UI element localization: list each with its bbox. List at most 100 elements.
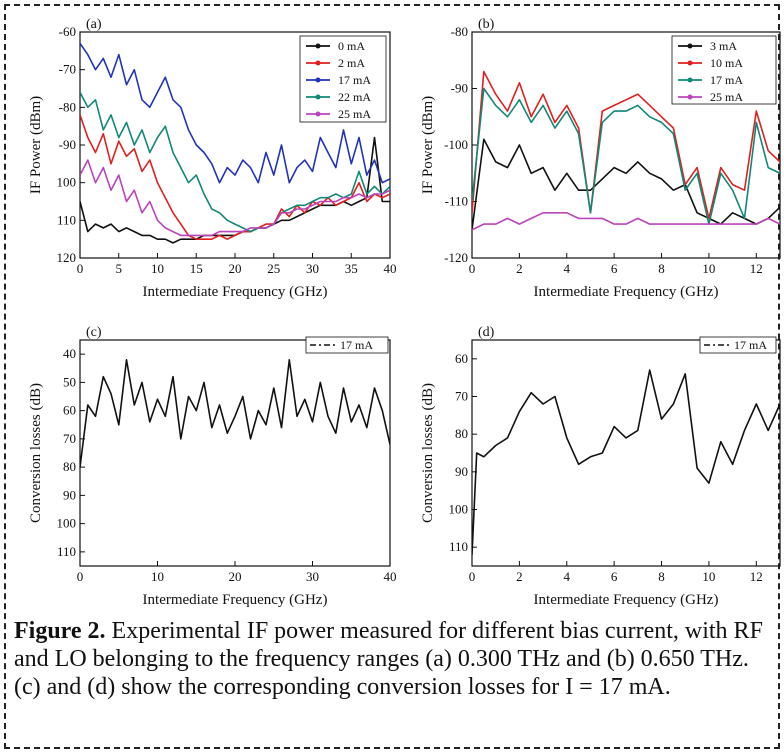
y-tick-label-d-0: 60 <box>455 351 468 366</box>
y-tick-label-b-1: -90 <box>451 81 468 96</box>
panel-label-c: (c) <box>86 325 102 340</box>
x-tick-label-d-4: 8 <box>658 569 665 584</box>
x-tick-label-a-6: 30 <box>306 261 319 276</box>
chart-panel-b: 0 2 4 6 8 10 12 -80 -90 -100 -110 -120 Intermediate … <box>420 17 781 300</box>
legend-label-a-0: 0 mA <box>338 39 365 53</box>
x-tick-label-a-3: 15 <box>190 261 203 276</box>
chart-panel-d: 0 2 4 6 8 10 12 60 70 80 90 100 110 Intermediate Freq… <box>420 325 781 608</box>
x-tick-label-b-2: 4 <box>564 261 571 276</box>
x-axis-label-c: Intermediate Frequency (GHz) <box>143 592 328 608</box>
legend-box-d <box>699 336 777 354</box>
chart-area: 0 5 10 15 20 25 30 35 40-60-70-80-90100110120Int… <box>28 17 781 608</box>
legend-label-a-1: 2 mA <box>338 56 365 70</box>
x-tick-label-a-5: 25 <box>267 261 280 276</box>
legend-marker-a-2 <box>315 77 321 83</box>
series-line-c-0 <box>80 358 390 468</box>
x-tick-label-d-6: 12 <box>750 569 763 584</box>
x-tick-label-d-0: 0 <box>469 569 476 584</box>
legend-label-a-3: 22 mA <box>338 90 371 104</box>
series-line-a-0 <box>80 136 390 244</box>
series-line-b-3 <box>472 212 780 231</box>
legend-label-b-1: 10 mA <box>710 56 743 70</box>
y-tick-label-c-2: 60 <box>63 403 76 418</box>
y-tick-label-d-5: 110 <box>449 539 468 554</box>
legend-marker-a-1 <box>315 60 321 66</box>
panel-label-a: (a) <box>86 17 102 32</box>
legend-label-b-3: 25 mA <box>710 90 743 104</box>
series-line-a-2 <box>80 42 390 184</box>
x-tick-label-a-8: 40 <box>384 261 397 276</box>
x-tick-label-c-0: 0 <box>77 569 84 584</box>
legend-label-a-2: 17 mA <box>338 73 371 87</box>
legend-marker-b-3 <box>687 94 693 100</box>
x-tick-label-b-3: 6 <box>611 261 618 276</box>
x-axis-label-d: Intermediate Frequency (GHz) <box>534 592 719 608</box>
legend-marker-a-3 <box>315 94 321 100</box>
y-axis-label-c: Conversion losses (dB) <box>28 383 44 523</box>
axes-frame-d <box>471 339 781 567</box>
x-tick-label-d-1: 2 <box>516 569 523 584</box>
series-line-b-0 <box>472 138 780 230</box>
x-tick-label-b-5: 10 <box>702 261 715 276</box>
y-tick-label-a-0: -60 <box>59 24 76 39</box>
legend-label-d-0: 17 mA <box>734 338 767 352</box>
x-tick-label-a-2: 10 <box>151 261 164 276</box>
y-tick-label-a-5: 110 <box>57 212 76 227</box>
y-tick-label-b-4: -120 <box>444 250 468 265</box>
y-tick-label-a-4: 100 <box>57 175 77 190</box>
legend-marker-a-0 <box>315 43 321 49</box>
x-tick-label-c-3: 30 <box>306 569 319 584</box>
chart-panel-c: 0 10 20 30 40 40 50 60 70 80 90 100 110 Intermediate … <box>28 325 397 608</box>
legend-box-a <box>299 35 387 123</box>
y-tick-label-d-3: 90 <box>455 464 468 479</box>
chart-panel-a: 0 5 10 15 20 25 30 35 40 -60 -70 -80 -90 100 110 120 Int… <box>28 17 397 300</box>
series-line-b-1 <box>472 70 780 220</box>
series-line-d-0 <box>472 369 780 555</box>
y-tick-label-c-3: 70 <box>63 431 76 446</box>
legend-marker-b-1 <box>687 60 693 66</box>
legend-marker-b-0 <box>687 43 693 49</box>
caption-text: Experimental IF power measured for diffe… <box>14 618 763 700</box>
y-tick-label-c-5: 90 <box>63 487 76 502</box>
x-axis-label-b: Intermediate Frequency (GHz) <box>534 284 719 300</box>
y-tick-label-d-1: 70 <box>455 389 468 404</box>
x-tick-label-b-0: 0 <box>469 261 476 276</box>
y-tick-label-c-4: 80 <box>63 459 76 474</box>
y-tick-label-a-6: 120 <box>57 250 77 265</box>
x-tick-label-d-5: 10 <box>702 569 715 584</box>
y-tick-label-d-4: 100 <box>449 502 469 517</box>
y-tick-label-a-1: -70 <box>59 62 76 77</box>
y-tick-label-a-2: -80 <box>59 99 76 114</box>
x-tick-label-b-6: 12 <box>750 261 763 276</box>
legend-marker-a-4 <box>315 111 321 117</box>
figure-caption: Figure 2. Experimental IF power measured… <box>14 617 774 701</box>
y-axis-label-a: IF Power (dBm) <box>28 96 44 194</box>
y-tick-label-c-7: 110 <box>57 544 76 559</box>
y-tick-label-c-1: 50 <box>63 374 76 389</box>
panel-label-b: (b) <box>478 17 495 32</box>
x-tick-label-a-0: 0 <box>77 261 84 276</box>
legend-label-a-4: 25 mA <box>338 107 371 121</box>
x-tick-label-a-1: 5 <box>116 261 123 276</box>
y-tick-label-b-0: -80 <box>451 24 468 39</box>
y-axis-label-d: Conversion losses (dB) <box>420 383 436 523</box>
x-axis-label-a: Intermediate Frequency (GHz) <box>143 284 328 300</box>
panel-label-d: (d) <box>478 325 495 340</box>
y-tick-label-d-2: 80 <box>455 426 468 441</box>
x-tick-label-a-4: 20 <box>229 261 242 276</box>
series-line-a-3 <box>80 91 390 233</box>
x-tick-label-b-1: 2 <box>516 261 523 276</box>
x-tick-label-a-7: 35 <box>345 261 358 276</box>
x-tick-label-b-4: 8 <box>658 261 665 276</box>
legend-label-c-0: 17 mA <box>340 338 373 352</box>
axes-frame-c <box>79 339 391 567</box>
x-tick-label-c-4: 40 <box>384 569 397 584</box>
legend-label-b-2: 17 mA <box>710 73 743 87</box>
legend-label-b-0: 3 mA <box>710 39 737 53</box>
series-line-a-1 <box>80 114 390 240</box>
figure-frame <box>4 4 780 749</box>
y-tick-label-b-3: -110 <box>445 194 468 209</box>
y-tick-label-c-6: 100 <box>57 516 77 531</box>
series-line-b-2 <box>472 87 780 225</box>
